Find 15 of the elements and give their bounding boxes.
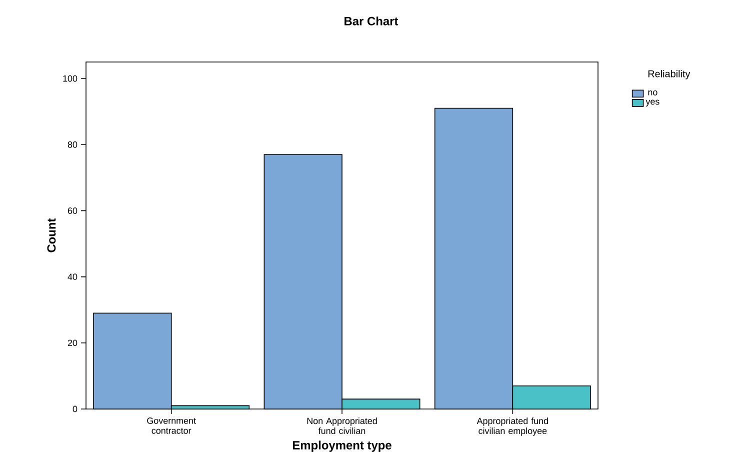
legend-label: no: [648, 90, 658, 96]
chart-title: Bar Chart: [344, 16, 398, 26]
y-axis-title: Count: [47, 218, 56, 252]
x-axis-title: Employment type: [292, 440, 392, 452]
legend-label: yes: [646, 100, 660, 106]
y-tick-label: 60: [68, 208, 78, 214]
legend-title: Reliability: [648, 70, 690, 80]
y-tick-label: 20: [68, 340, 78, 346]
y-tick-label: 100: [63, 75, 78, 82]
y-tick-label: 0: [72, 406, 78, 412]
x-tick-label: Appropriated fund civilian employee: [476, 418, 548, 436]
y-tick-label: 80: [68, 141, 78, 148]
x-tick-label: Government contractor: [147, 418, 196, 434]
x-tick-label: Non Appropriated fund civilian: [307, 418, 377, 434]
y-tick-label: 40: [68, 274, 78, 280]
